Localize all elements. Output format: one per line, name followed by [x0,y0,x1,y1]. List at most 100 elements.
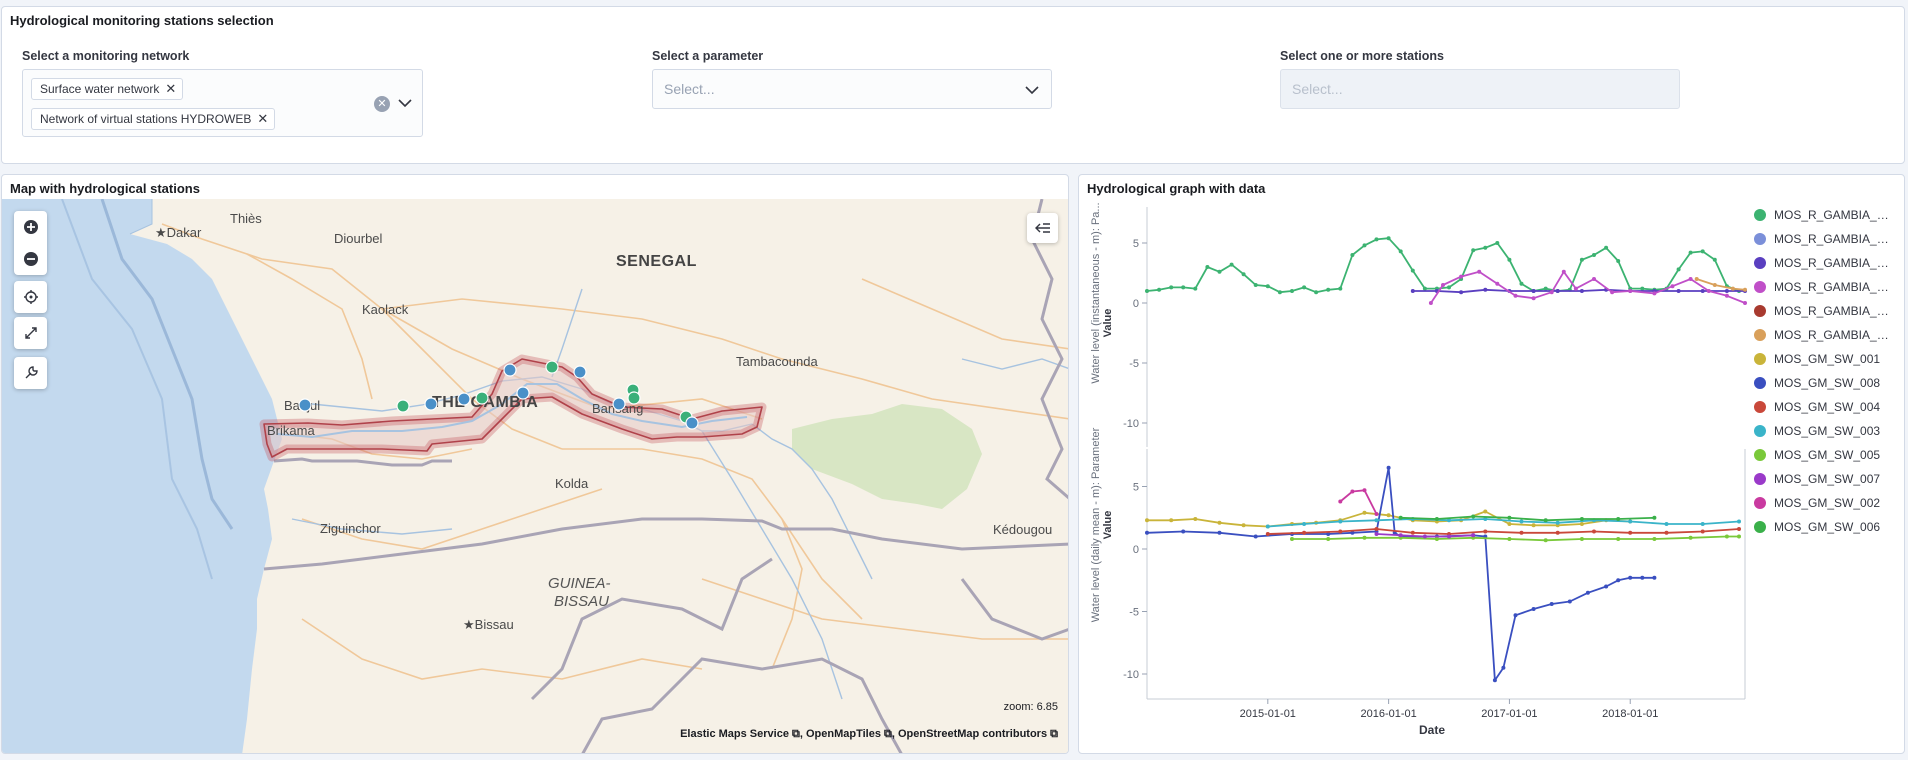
data-point [1592,253,1596,257]
legend-item[interactable]: MOS_GM_SW_007 [1754,469,1894,489]
station-marker[interactable] [573,365,587,379]
clear-selection-icon[interactable]: ✕ [374,96,390,112]
remove-pill-icon[interactable]: ✕ [165,81,177,96]
data-point [1549,290,1554,295]
station-marker[interactable] [475,391,489,405]
map-label-city: Kédougou [993,522,1053,537]
zoom-out-button[interactable] [14,243,47,275]
station-marker[interactable] [298,398,312,412]
station-marker[interactable] [457,392,471,406]
map-attribution[interactable]: Elastic Maps Service ⧉, OpenMapTiles ⧉, … [680,728,1058,740]
x-axis-title: Date [1419,723,1446,737]
data-point [1592,277,1596,281]
data-point [1604,245,1609,250]
data-point [1507,515,1512,520]
data-point [1428,301,1433,305]
data-point [1628,530,1633,535]
network-combobox[interactable]: Surface water network ✕ Network of virtua… [22,69,423,137]
data-point [1290,537,1294,541]
chevron-down-icon[interactable] [1025,85,1039,95]
data-point [1374,518,1379,523]
data-point [1253,283,1258,287]
data-point [1492,678,1497,683]
legend-item[interactable]: MOS_R_GAMBIA_GA... [1754,205,1894,225]
legend-swatch [1754,425,1766,437]
data-point [1326,532,1331,536]
data-point [1724,289,1729,293]
series-line [1146,237,1740,294]
data-point [1410,289,1415,293]
data-point [1688,250,1693,255]
data-point [1519,519,1524,524]
remove-pill-icon[interactable]: ✕ [257,111,269,126]
zoom-in-button[interactable] [14,211,47,243]
data-point [1471,248,1476,253]
data-point [1616,578,1621,583]
data-point [1422,286,1427,291]
x-tick-label: 2018-01-01 [1602,708,1658,720]
data-point [1652,515,1657,520]
legend-item[interactable]: MOS_R_GAMBIA_GA... [1754,325,1894,345]
stations-select[interactable]: Select... [1280,69,1680,109]
station-marker[interactable] [503,363,517,377]
data-point [1579,257,1584,262]
y-tick-label: 5 [1133,482,1139,494]
legend-swatch [1754,449,1766,461]
legend-item[interactable]: MOS_R_GAMBIA_GA... [1754,301,1894,321]
layer-control-button[interactable] [1027,213,1058,243]
legend-item[interactable]: MOS_GM_SW_003 [1754,421,1894,441]
station-marker[interactable] [516,386,530,400]
data-point [1326,537,1331,541]
stations-placeholder: Select... [1292,81,1343,97]
x-tick-label: 2015-01-01 [1240,708,1296,720]
data-point [1700,289,1705,293]
data-point [1495,281,1500,286]
hydrological-chart[interactable]: 5 0 -5 -10 5 0 -5 -10 2015-01-01 2016-01-01 2017-0… [1079,199,1905,754]
map-label-senegal: SENEGAL [616,253,697,270]
parameter-select[interactable]: Select... [652,69,1052,109]
legend-item[interactable]: MOS_GM_SW_008 [1754,373,1894,393]
data-point [1441,283,1445,287]
data-point [1338,519,1343,524]
legend-swatch [1754,329,1766,341]
data-point [1483,287,1488,292]
legend-item[interactable]: MOS_GM_SW_006 [1754,517,1894,537]
data-point [1543,286,1548,291]
set-view-button[interactable] [14,281,47,313]
data-point [1652,291,1657,296]
legend-item[interactable]: MOS_GM_SW_004 [1754,397,1894,417]
map-label-city: Kaolack [362,302,409,317]
station-marker[interactable] [424,397,438,411]
legend-label: MOS_GM_SW_005 [1774,448,1881,462]
station-marker[interactable] [685,416,699,430]
legend-item[interactable]: MOS_R_GAMBIA_GA... [1754,229,1894,249]
legend-item[interactable]: MOS_GM_SW_005 [1754,445,1894,465]
data-point [1253,534,1258,539]
map-canvas[interactable]: SENEGAL THE GAMBIA GUINEA- BISSAU Thiès … [2,199,1068,753]
legend-item[interactable]: MOS_R_GAMBIA_GA... [1754,277,1894,297]
data-point [1477,269,1482,274]
data-point [1712,283,1717,287]
station-marker[interactable] [627,391,641,405]
tools-button[interactable] [14,357,47,389]
chevron-down-icon[interactable] [398,98,412,108]
fullscreen-button[interactable] [14,317,47,349]
data-point [1628,519,1633,524]
series-line [1339,489,1378,515]
series-line [1400,515,1655,522]
basemap [2,199,1068,753]
data-point [1513,293,1518,298]
legend-item[interactable]: MOS_GM_SW_002 [1754,493,1894,513]
data-point [1507,537,1512,541]
data-point [1277,290,1282,295]
station-marker[interactable] [396,399,410,413]
map-label-city: Bissau [474,617,514,632]
series-line [1267,518,1740,528]
legend-item[interactable]: MOS_R_GAMBIA_GA... [1754,253,1894,273]
station-marker[interactable] [612,397,626,411]
legend-item[interactable]: MOS_GM_SW_001 [1754,349,1894,369]
map-panel: Map with hydrological stations [1,174,1069,754]
station-marker[interactable] [545,360,559,374]
data-point [1507,522,1512,526]
zoom-level: zoom: 6.85 [1003,701,1058,713]
